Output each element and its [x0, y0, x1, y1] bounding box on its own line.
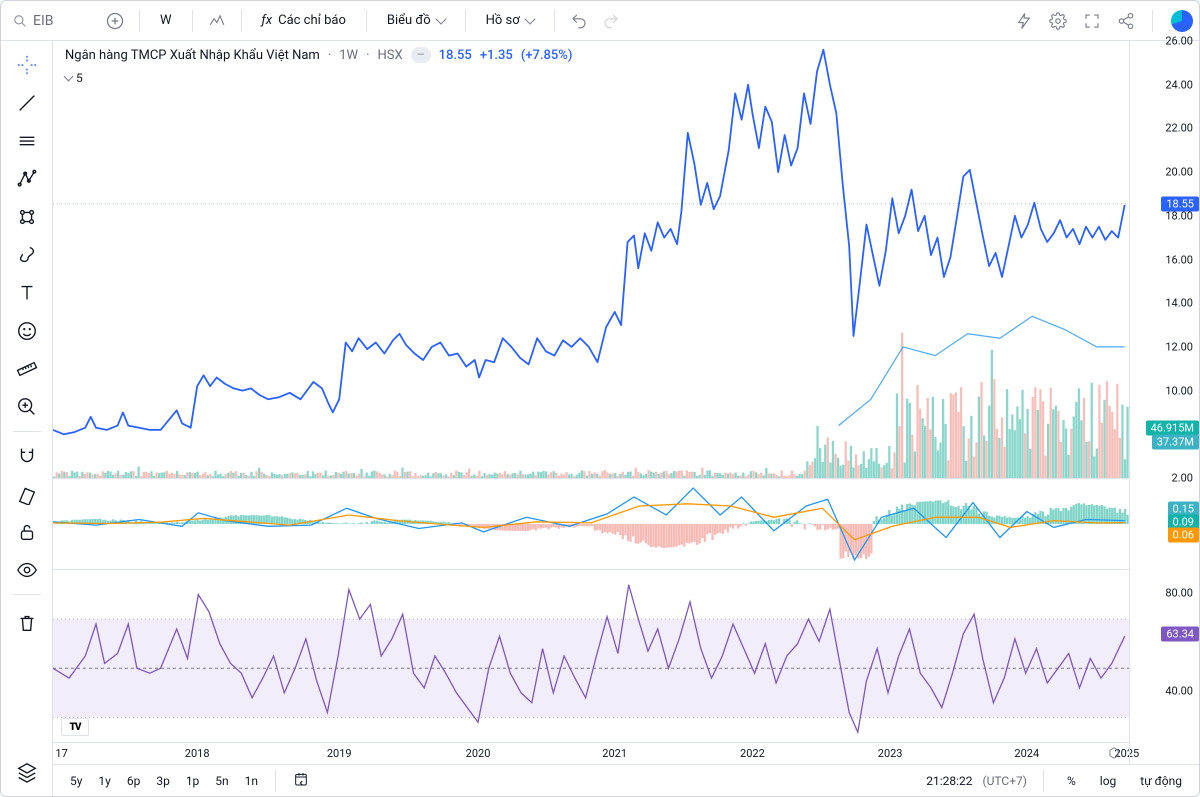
add-symbol-button[interactable]	[101, 7, 129, 35]
chart-menu-button[interactable]: Biểu đồ	[377, 7, 455, 35]
rsi-tick: 80.00	[1165, 586, 1193, 599]
bottom-bar: 5y1y6p3p1p5n1n 21:28:22 (UTC+7) % log tự…	[53, 764, 1199, 796]
emoji-icon[interactable]	[7, 313, 47, 349]
time-axis[interactable]: 1720182019202020212022202320242025	[53, 742, 1129, 764]
axis-settings-icon[interactable]	[1107, 746, 1121, 763]
price-tick: 16.00	[1165, 253, 1193, 266]
range-1n[interactable]: 1n	[238, 771, 265, 791]
lock-draw-icon[interactable]	[7, 476, 47, 512]
eye-icon[interactable]	[7, 552, 47, 588]
fullscreen-icon[interactable]	[1078, 7, 1106, 35]
time-label: 2020	[466, 747, 491, 760]
price-tick: 12.00	[1165, 340, 1193, 353]
price-tick: 14.00	[1165, 297, 1193, 310]
tradingview-badge[interactable]: TV	[61, 718, 89, 736]
price-tick: 10.00	[1165, 384, 1193, 397]
range-5y[interactable]: 5y	[63, 771, 89, 791]
lightning-icon[interactable]	[1010, 7, 1038, 35]
trendline-icon[interactable]	[7, 85, 47, 121]
rsi-pane[interactable]: TV	[53, 570, 1129, 742]
divider	[139, 10, 140, 32]
trash-icon[interactable]	[7, 605, 47, 641]
range-1p[interactable]: 1p	[179, 771, 206, 791]
legend-expand[interactable]: 5	[65, 67, 83, 86]
legend-change-pct: (+7.85%)	[521, 48, 573, 63]
time-label: 2018	[185, 747, 210, 760]
text-tool-icon[interactable]	[7, 275, 47, 311]
rsi-tick: 40.00	[1165, 684, 1193, 697]
instrument-name: Ngân hàng TMCP Xuất Nhập Khẩu Việt Nam	[65, 48, 320, 63]
drawing-tool-rail	[1, 41, 53, 796]
volume-tag: 46.915M	[1146, 421, 1199, 436]
time-label: 2019	[327, 747, 352, 760]
symbol-search[interactable]: EIB	[7, 9, 97, 33]
percent-toggle[interactable]: %	[1060, 771, 1083, 791]
range-3p[interactable]: 3p	[149, 771, 176, 791]
auto-toggle[interactable]: tự động	[1133, 771, 1189, 791]
clock: 21:28:22	[926, 774, 972, 788]
range-6p[interactable]: 6p	[120, 771, 147, 791]
legend-change: +1.35	[480, 48, 513, 63]
legend-interval: 1W	[339, 48, 358, 63]
price-axis[interactable]: 8.0010.0012.0014.0016.0018.0020.0022.002…	[1129, 41, 1199, 764]
interval-button[interactable]: W	[150, 7, 182, 35]
legend-exchange: HSX	[377, 48, 402, 63]
fib-icon[interactable]	[7, 199, 47, 235]
price-tick: 20.00	[1165, 166, 1193, 179]
timezone[interactable]: (UTC+7)	[983, 774, 1027, 788]
zoom-icon[interactable]	[7, 389, 47, 425]
rsi-tag: 63.34	[1161, 627, 1199, 642]
range-5n[interactable]: 5n	[208, 771, 235, 791]
macd-pane[interactable]	[53, 479, 1129, 570]
lock-icon[interactable]	[7, 514, 47, 550]
brand-logo[interactable]	[1171, 10, 1193, 32]
indicators-button[interactable]: ƒx Các chỉ báo	[252, 7, 356, 35]
profile-menu-button[interactable]: Hồ sơ	[476, 7, 544, 35]
parallel-lines-icon[interactable]	[7, 123, 47, 159]
time-label: 2021	[602, 747, 627, 760]
current-price-tag: 18.55	[1161, 196, 1199, 211]
time-label: 2024	[1014, 747, 1039, 760]
gear-icon[interactable]	[1044, 7, 1072, 35]
volume-tag: 37.37M	[1152, 435, 1199, 450]
legend-status-dot: —	[411, 47, 431, 63]
symbol-text: EIB	[33, 13, 54, 29]
share-icon[interactable]	[1112, 7, 1140, 35]
magnet-icon[interactable]	[7, 438, 47, 474]
time-label: 17	[55, 747, 67, 760]
brush-icon[interactable]	[7, 237, 47, 273]
price-tick: 26.00	[1165, 35, 1193, 48]
macd-tag: 0.06	[1168, 528, 1199, 543]
legend-price: 18.55	[439, 48, 472, 63]
time-label: 2023	[878, 747, 903, 760]
price-pane[interactable]: Ngân hàng TMCP Xuất Nhập Khẩu Việt Nam ·…	[53, 41, 1129, 479]
layers-icon[interactable]	[7, 754, 47, 790]
goto-date-button[interactable]	[286, 768, 316, 793]
search-icon	[13, 14, 27, 28]
price-tick: 22.00	[1165, 122, 1193, 135]
price-tick: 24.00	[1165, 78, 1193, 91]
range-1y[interactable]: 1y	[91, 771, 117, 791]
redo-button[interactable]	[597, 7, 625, 35]
macd-tick: 2.00	[1172, 472, 1193, 485]
chart-type-button[interactable]	[203, 7, 231, 35]
undo-button[interactable]	[565, 7, 593, 35]
ruler-icon[interactable]	[7, 351, 47, 387]
top-toolbar: EIB W ƒx Các chỉ báo Biểu đồ Hồ sơ	[1, 1, 1199, 41]
pitchfork-icon[interactable]	[7, 161, 47, 197]
crosshair-icon[interactable]	[7, 47, 47, 83]
log-toggle[interactable]: log	[1093, 771, 1124, 791]
time-label: 2022	[740, 747, 765, 760]
